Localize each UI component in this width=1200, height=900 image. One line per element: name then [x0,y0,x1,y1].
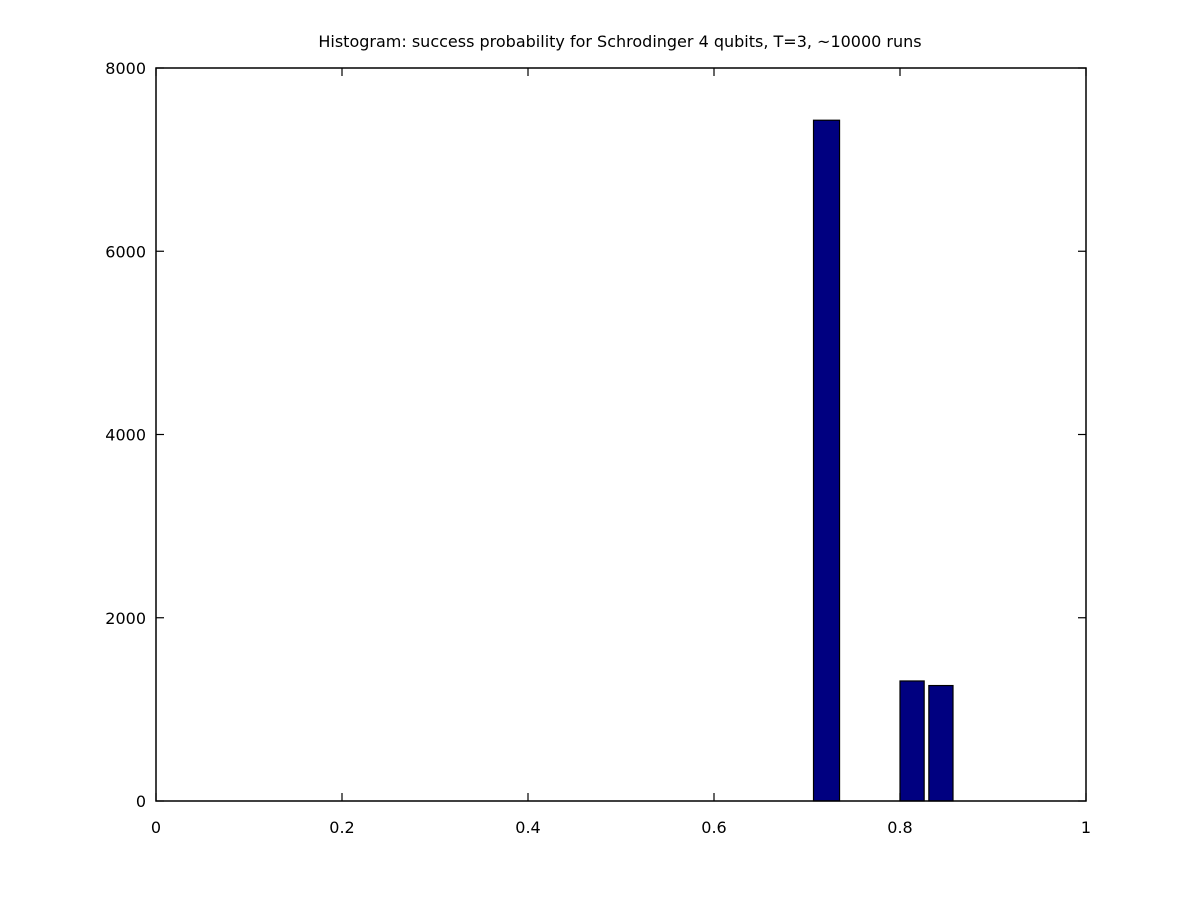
x-tick-label: 0.4 [515,818,540,837]
histogram-bar [928,684,954,802]
y-tick-label: 2000 [105,609,146,628]
x-tick-label: 0.2 [329,818,354,837]
x-tick-label: 0.6 [701,818,726,837]
x-tick-label: 0.8 [887,818,912,837]
histogram-bar [899,680,925,802]
y-tick-label: 0 [136,792,146,811]
y-tick-label: 4000 [105,426,146,445]
y-tick-label: 8000 [105,59,146,78]
ticks-layer: 0 0.2 0.4 0.6 0.8 1 0 2000 4000 6000 8000 [105,59,1091,837]
bars-layer [812,119,954,802]
histogram-bar [812,119,841,802]
chart-title: Histogram: success probability for Schro… [318,32,921,51]
x-tick-label: 0 [151,818,161,837]
plot-area-frame [155,67,1087,802]
y-tick-label: 6000 [105,242,146,261]
x-tick-label: 1 [1081,818,1091,837]
